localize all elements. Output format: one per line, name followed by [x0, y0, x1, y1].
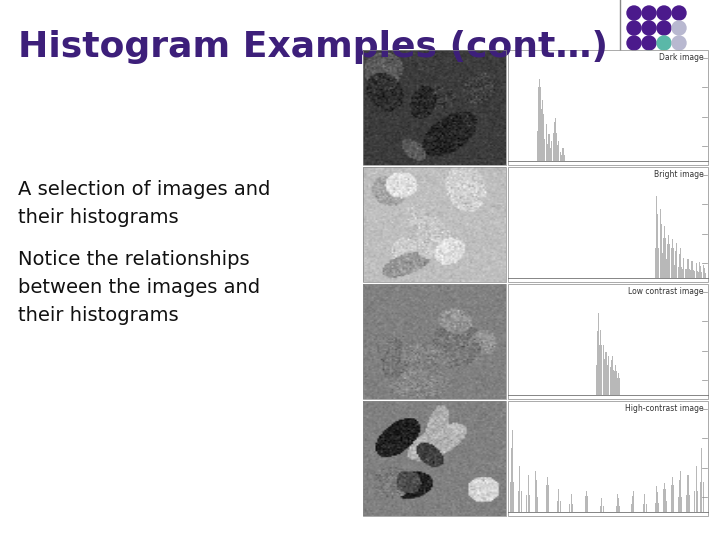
Circle shape	[672, 6, 686, 20]
Text: High-contrast image: High-contrast image	[626, 404, 704, 413]
Circle shape	[672, 66, 686, 80]
Circle shape	[642, 66, 656, 80]
Bar	[508, 401, 708, 516]
Circle shape	[657, 36, 671, 50]
Bar	[508, 284, 708, 399]
Text: A selection of images and
their histograms: A selection of images and their histogra…	[18, 180, 271, 227]
Circle shape	[627, 36, 641, 50]
Circle shape	[657, 6, 671, 20]
Circle shape	[642, 81, 656, 95]
Circle shape	[627, 51, 641, 65]
Circle shape	[672, 51, 686, 65]
Bar	[508, 50, 708, 165]
Circle shape	[672, 36, 686, 50]
Circle shape	[642, 51, 656, 65]
Text: Notice the relationships
between the images and
their histograms: Notice the relationships between the ima…	[18, 250, 260, 325]
Text: Histogram Examples (cont…): Histogram Examples (cont…)	[18, 30, 608, 64]
Circle shape	[627, 66, 641, 80]
Circle shape	[672, 21, 686, 35]
Circle shape	[642, 6, 656, 20]
Bar	[363, 284, 506, 399]
Bar	[508, 167, 708, 282]
Circle shape	[657, 81, 671, 95]
Circle shape	[657, 66, 671, 80]
Circle shape	[657, 51, 671, 65]
Circle shape	[672, 81, 686, 95]
Circle shape	[642, 36, 656, 50]
Bar	[363, 50, 506, 165]
Text: Bright image: Bright image	[654, 170, 704, 179]
Circle shape	[657, 21, 671, 35]
Bar	[363, 401, 506, 516]
Circle shape	[627, 6, 641, 20]
Circle shape	[642, 21, 656, 35]
Bar	[363, 167, 506, 282]
Circle shape	[627, 81, 641, 95]
Text: Dark image: Dark image	[660, 53, 704, 62]
Text: Low contrast image: Low contrast image	[629, 287, 704, 296]
Circle shape	[627, 21, 641, 35]
